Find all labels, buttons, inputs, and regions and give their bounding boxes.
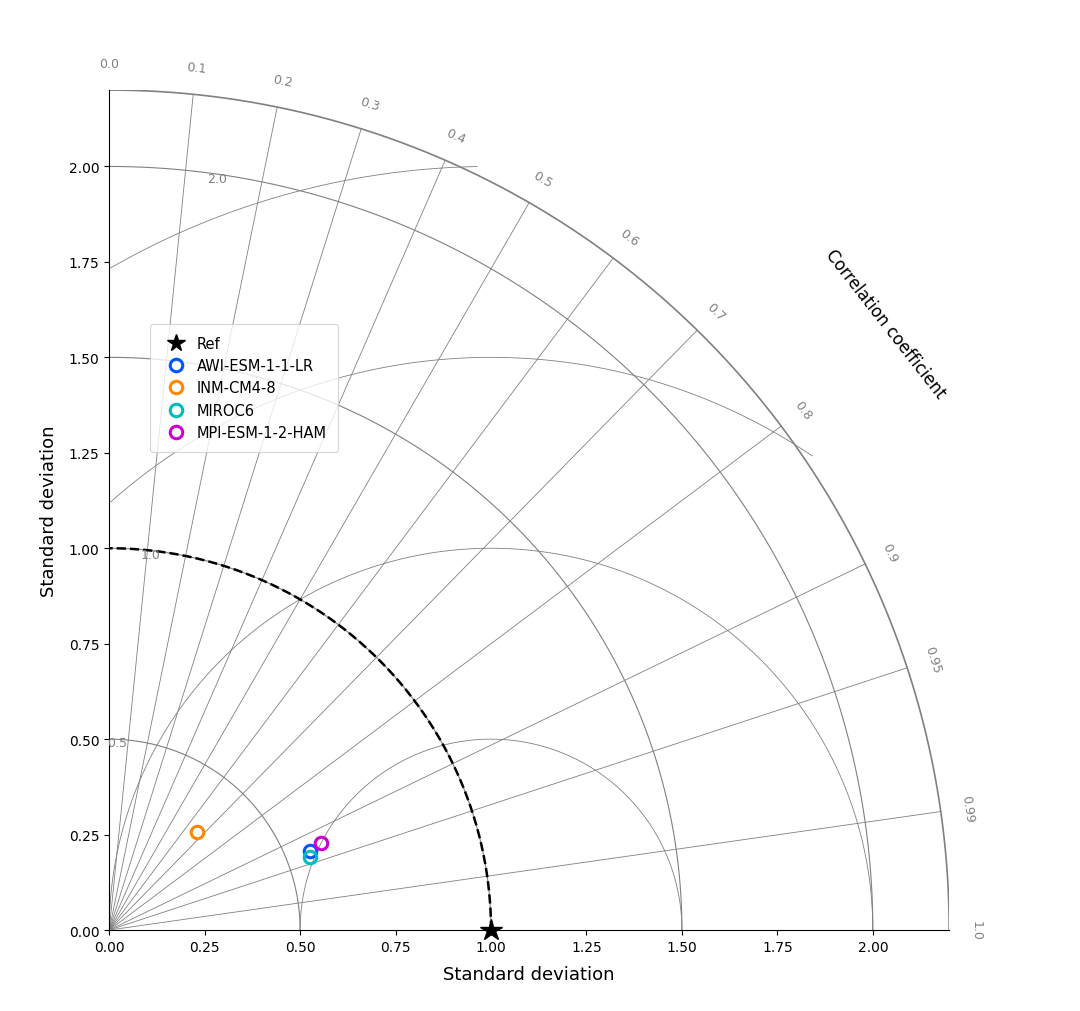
Text: 0.95: 0.95: [922, 644, 943, 675]
Text: 0.9: 0.9: [879, 541, 900, 564]
Text: 0.5: 0.5: [530, 170, 554, 191]
Text: 0.5: 0.5: [107, 736, 127, 749]
Text: 2.0: 2.0: [206, 172, 227, 185]
Text: 0.1: 0.1: [186, 62, 206, 76]
Text: 0.99: 0.99: [959, 794, 975, 823]
Text: 0.4: 0.4: [444, 126, 468, 147]
Text: 0.6: 0.6: [618, 226, 642, 249]
Text: 0.3: 0.3: [357, 95, 380, 113]
Legend: Ref, AWI-ESM-1-1-LR, INM-CM4-8, MIROC6, MPI-ESM-1-2-HAM: Ref, AWI-ESM-1-1-LR, INM-CM4-8, MIROC6, …: [150, 325, 338, 452]
Text: 0.2: 0.2: [271, 74, 294, 90]
Y-axis label: Standard deviation: Standard deviation: [40, 425, 57, 596]
Text: 0.7: 0.7: [704, 300, 728, 324]
X-axis label: Standard deviation: Standard deviation: [444, 964, 615, 983]
Text: 0.8: 0.8: [792, 398, 813, 423]
Text: 0.0: 0.0: [99, 58, 119, 71]
Text: Correlation coefficient: Correlation coefficient: [822, 247, 949, 402]
Text: 1.0: 1.0: [970, 920, 983, 940]
Text: 1.0: 1.0: [140, 548, 160, 561]
